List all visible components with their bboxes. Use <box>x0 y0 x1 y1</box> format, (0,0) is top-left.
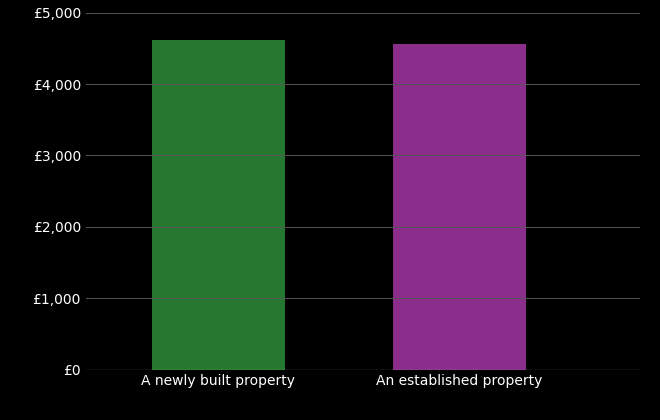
Bar <box>152 40 284 370</box>
Bar <box>393 44 526 370</box>
